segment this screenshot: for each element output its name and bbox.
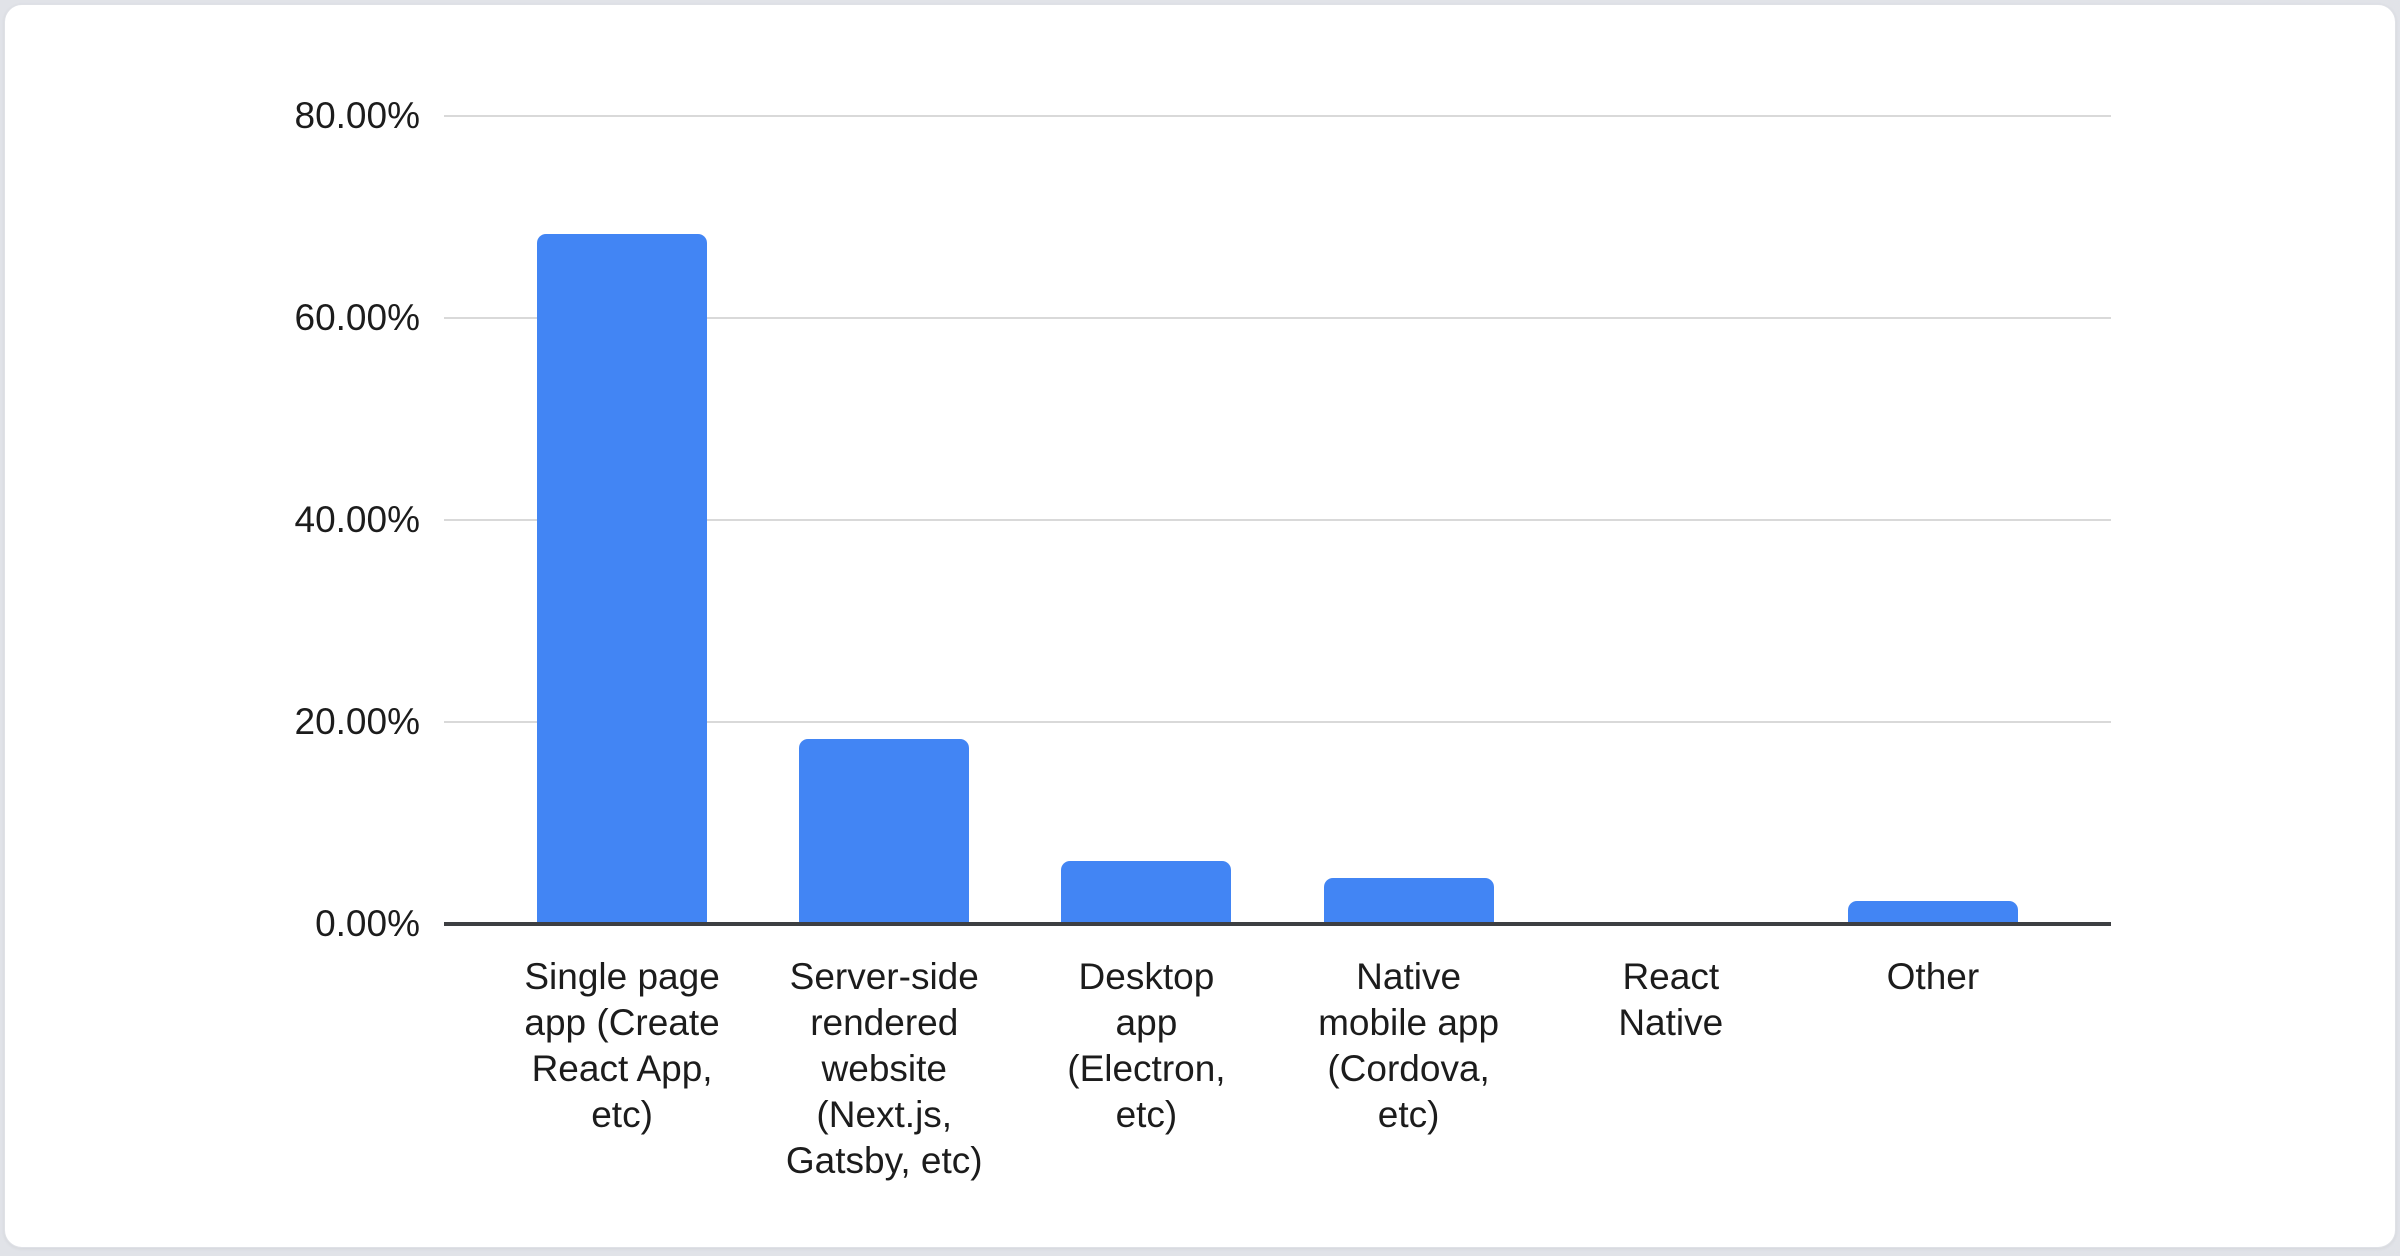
x-category-label: Native mobile app (Cordova, etc) — [1318, 956, 1500, 1135]
bar-chart: 80.00% 60.00% 40.00% 20.00% 0.00% Single pag… — [5, 5, 2395, 1247]
bar-series — [491, 116, 2064, 924]
gridline — [444, 519, 2111, 521]
x-category-label: React Native — [1618, 956, 1724, 1043]
bar — [1323, 877, 1494, 924]
x-label-band: React Native — [1540, 954, 1802, 1184]
bar-band — [1278, 116, 1540, 924]
chart-card: 80.00% 60.00% 40.00% 20.00% 0.00% Single pag… — [4, 4, 2396, 1248]
bar-band — [1015, 116, 1277, 924]
x-label-band: Desktop app (Electron, etc) — [1015, 954, 1277, 1184]
x-label-band: Single page app (Create React App, etc) — [491, 954, 753, 1184]
x-category-label: Desktop app (Electron, etc) — [1067, 956, 1226, 1135]
y-tick-label: 80.00% — [294, 95, 421, 136]
gridline — [444, 317, 2111, 319]
bar — [799, 739, 970, 924]
y-tick-label: 20.00% — [294, 701, 421, 742]
bar — [1061, 861, 1232, 924]
x-category-label: Other — [1886, 956, 1980, 997]
bar-band — [491, 116, 753, 924]
x-category-label: Single page app (Create React App, etc) — [524, 956, 720, 1135]
x-label-band: Other — [1802, 954, 2064, 1184]
y-tick-label: 0.00% — [315, 903, 420, 944]
gridline — [444, 721, 2111, 723]
bar-band — [1802, 116, 2064, 924]
x-category-label: Server-side rendered website (Next.js, G… — [785, 956, 983, 1181]
y-tick-label: 40.00% — [294, 499, 421, 540]
x-label-band: Native mobile app (Cordova, etc) — [1278, 954, 1540, 1184]
x-label-band: Server-side rendered website (Next.js, G… — [753, 954, 1015, 1184]
x-axis-category-labels: Single page app (Create React App, etc) S… — [491, 954, 2064, 1184]
bar — [1847, 900, 2018, 924]
bar — [537, 234, 708, 924]
bar-band — [1540, 116, 1802, 924]
y-tick-label: 60.00% — [294, 297, 421, 338]
bar-band — [753, 116, 1015, 924]
x-axis-line — [444, 922, 2111, 926]
plot-area — [444, 115, 2111, 926]
gridline — [444, 115, 2111, 117]
